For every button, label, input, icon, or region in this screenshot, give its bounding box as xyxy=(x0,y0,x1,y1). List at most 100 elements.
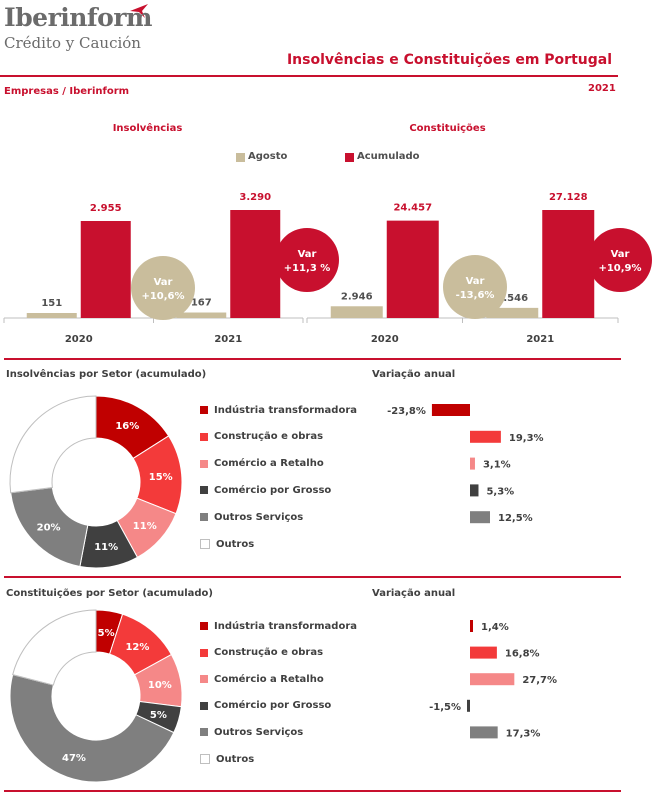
sector-label: Indústria transformadora xyxy=(214,404,357,416)
donut-label-3: 5% xyxy=(150,710,167,721)
sector-label: Comércio a Retalho xyxy=(214,458,324,470)
x-label-2020: 2020 xyxy=(371,334,399,345)
sector-label: Construção e obras xyxy=(214,647,324,659)
var-bar-3 xyxy=(470,484,479,497)
var-bar-0 xyxy=(470,620,473,632)
sector-label: Construção e obras xyxy=(214,431,324,443)
sector-swatch xyxy=(200,406,208,414)
bar-label-agosto-2020: 2.946 xyxy=(341,291,373,302)
var-bar-label-4: 17,3% xyxy=(506,728,541,739)
sector-label: Comércio a Retalho xyxy=(214,673,324,685)
var-bubble-constituicoes-0 xyxy=(443,255,507,319)
sector-swatch xyxy=(200,648,208,657)
section-title-var-anual-2: Variação anual xyxy=(372,588,456,599)
var-bubble-value: -13,6% xyxy=(456,290,495,301)
sector-swatch xyxy=(200,728,208,737)
legend-swatch-acumulado xyxy=(345,153,354,162)
sector-legend-item: Outros Serviços xyxy=(200,725,303,739)
var-bubble-constituicoes-1 xyxy=(588,228,652,292)
section-title-var-anual-1: Variação anual xyxy=(372,369,456,380)
bar-acumulado-2021 xyxy=(230,210,281,318)
sector-legend-item: Comércio a Retalho xyxy=(200,672,324,686)
sector-legend-item: Outros xyxy=(200,752,254,766)
sector-legend-item: Indústria transformadora xyxy=(200,403,357,417)
sector-swatch xyxy=(200,486,208,495)
sector-legend-item: Construção e obras xyxy=(200,646,323,660)
donut-label-2: 11% xyxy=(133,521,157,532)
sector-swatch xyxy=(200,432,208,441)
var-bubble-insolvencias-0 xyxy=(131,256,195,320)
x-label-2021: 2021 xyxy=(526,334,554,345)
sector-label: Comércio por Grosso xyxy=(214,700,332,712)
x-label-2020: 2020 xyxy=(65,334,93,345)
subtitle-year: 2021 xyxy=(588,83,616,94)
donut-slice-5 xyxy=(9,395,97,494)
bar-agosto-2021 xyxy=(486,307,539,318)
var-bar-4 xyxy=(470,511,490,524)
donut-label-4: 47% xyxy=(62,753,86,764)
sector-label: Outros xyxy=(216,538,255,550)
bar-label-agosto-2021: 2.546 xyxy=(496,293,528,304)
var-bar-1 xyxy=(470,646,497,659)
bar-label-acumulado-2021: 27.128 xyxy=(549,192,588,203)
var-bar-0 xyxy=(431,404,470,416)
chart-title-constituicoes: Constituições xyxy=(409,123,486,134)
logo-subtitle: Crédito y Caución xyxy=(4,34,141,52)
donut-label-2: 10% xyxy=(148,680,172,691)
sector-legend-item: Comércio por Grosso xyxy=(200,483,331,497)
var-bar-1 xyxy=(470,430,501,443)
title-rule xyxy=(0,75,618,77)
donut-slice-5 xyxy=(12,609,97,686)
var-bar-label-3: -1,5% xyxy=(429,702,461,713)
var-bar-label-3: 5,3% xyxy=(486,486,514,497)
bar-agosto-2020 xyxy=(330,306,383,318)
bar-agosto-2020 xyxy=(26,313,77,318)
section-title-insolv-setor: Insolvências por Setor (acumulado) xyxy=(6,369,207,380)
var-bar-label-0: -23,8% xyxy=(387,406,426,417)
donut-slice-4 xyxy=(9,674,175,783)
page-title: Insolvências e Constituições em Portugal xyxy=(286,52,612,68)
sector-label: Outros Serviços xyxy=(214,511,304,523)
donut-label-0: 16% xyxy=(115,421,139,432)
bar-label-agosto-2021: 167 xyxy=(191,298,212,309)
bar-chart-layer: 151 2.955 2020 167 3.290 2021 Var +10,6% Var +11,… xyxy=(3,192,652,345)
legend-swatch-agosto xyxy=(236,153,245,162)
x-label-2021: 2021 xyxy=(214,334,242,345)
sector-legend-item: Indústria transformadora xyxy=(200,619,357,633)
bar-label-agosto-2020: 151 xyxy=(41,298,62,309)
bar-acumulado-2021 xyxy=(542,210,595,318)
var-bar-label-2: 3,1% xyxy=(483,460,511,471)
var-bubble-value: +11,3 % xyxy=(284,263,331,274)
logo-plane-icon xyxy=(130,4,148,18)
var-bubble-label: Var xyxy=(466,276,485,287)
section-rule-3 xyxy=(4,790,621,792)
var-bar-label-1: 19,3% xyxy=(509,433,544,444)
sector-swatch xyxy=(200,754,210,764)
section-rule-2 xyxy=(4,576,621,578)
sector-legend-item: Outros Serviços xyxy=(200,510,303,524)
bar-label-acumulado-2021: 3.290 xyxy=(239,192,271,203)
sector-legend-item: Construção e obras xyxy=(200,430,323,444)
sector-legend-item: Comércio a Retalho xyxy=(200,457,324,471)
sector-label: Comércio por Grosso xyxy=(214,484,332,496)
legend-label-agosto: Agosto xyxy=(248,151,288,162)
bar-acumulado-2020 xyxy=(80,220,131,318)
sector-legend-item: Outros xyxy=(200,537,254,551)
bar-label-acumulado-2020: 24.457 xyxy=(393,203,432,214)
donut-label-4: 20% xyxy=(37,522,61,533)
var-bar-2 xyxy=(470,457,475,470)
sector-swatch xyxy=(200,513,208,522)
var-bar-label-2: 27,7% xyxy=(522,675,557,686)
var-bar-label-0: 1,4% xyxy=(481,622,509,633)
var-bar-label-4: 12,5% xyxy=(498,513,533,524)
var-bar-2 xyxy=(470,673,515,686)
donut-label-1: 15% xyxy=(149,472,173,483)
sector-swatch xyxy=(200,622,208,630)
sector-label: Outros xyxy=(216,753,255,765)
section-title-const-setor: Constituições por Setor (acumulado) xyxy=(6,588,213,599)
subtitle-left: Empresas / Iberinform xyxy=(4,86,130,97)
donut-label-3: 11% xyxy=(94,542,118,553)
